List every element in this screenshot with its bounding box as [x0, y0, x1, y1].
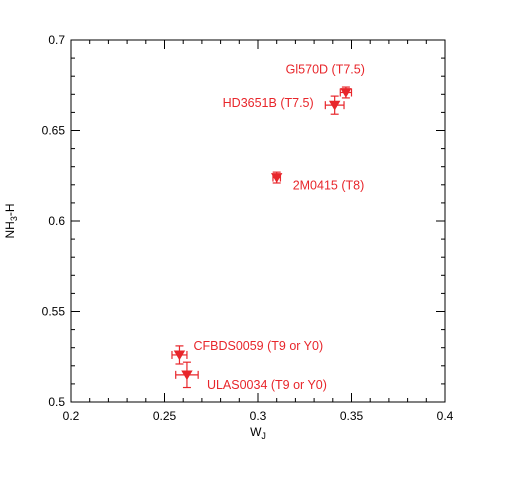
triangle-marker [271, 173, 283, 183]
triangle-marker [340, 88, 352, 98]
x-axis-title-sub: J [261, 431, 266, 441]
x-axis-title-main: W [250, 425, 262, 439]
y-tick-label: 0.5 [48, 395, 65, 409]
y-tick-label: 0.65 [42, 124, 66, 138]
y-axis-title-post: -H [3, 203, 17, 216]
y-tick-label: 0.55 [42, 305, 66, 319]
point-label: HD3651B (T7.5) [223, 96, 314, 110]
y-axis-title-sub: 3 [9, 216, 19, 221]
y-axis-title: NH3-H [3, 203, 19, 238]
x-tick-label: 0.3 [250, 409, 267, 423]
triangle-marker [173, 350, 186, 361]
triangle-marker [328, 100, 341, 111]
x-tick-label: 0.25 [153, 409, 177, 423]
point-labels: Gl570D (T7.5) HD3651B (T7.5) 2M0415 (T8) CF… [193, 62, 364, 391]
data-point [171, 345, 188, 365]
axis-ticks [70, 39, 446, 403]
point-label: CFBDS0059 (T9 or Y0) [193, 339, 323, 353]
point-label: 2M0415 (T8) [293, 179, 365, 193]
y-tick-label: 0.7 [48, 33, 65, 47]
x-tick-label: 0.4 [437, 409, 454, 423]
y-tick-label: 0.6 [48, 214, 65, 228]
point-label: ULAS0034 (T9 or Y0) [207, 378, 327, 392]
x-axis-title: WJ [250, 425, 266, 441]
data-point [175, 361, 199, 389]
data-points [171, 86, 353, 389]
point-label: Gl570D (T7.5) [286, 62, 365, 76]
x-tick-label: 0.35 [340, 409, 364, 423]
y-axis-title-pre: NH [3, 221, 17, 238]
data-point [271, 171, 283, 184]
x-tick-label: 0.2 [63, 409, 80, 423]
data-point [339, 86, 353, 99]
triangle-marker [181, 370, 193, 381]
data-point [324, 95, 345, 115]
axis-tick-labels: 0.2 0.25 0.3 0.35 0.4 0.5 0.55 0.6 0.65 0.7 [42, 33, 454, 423]
